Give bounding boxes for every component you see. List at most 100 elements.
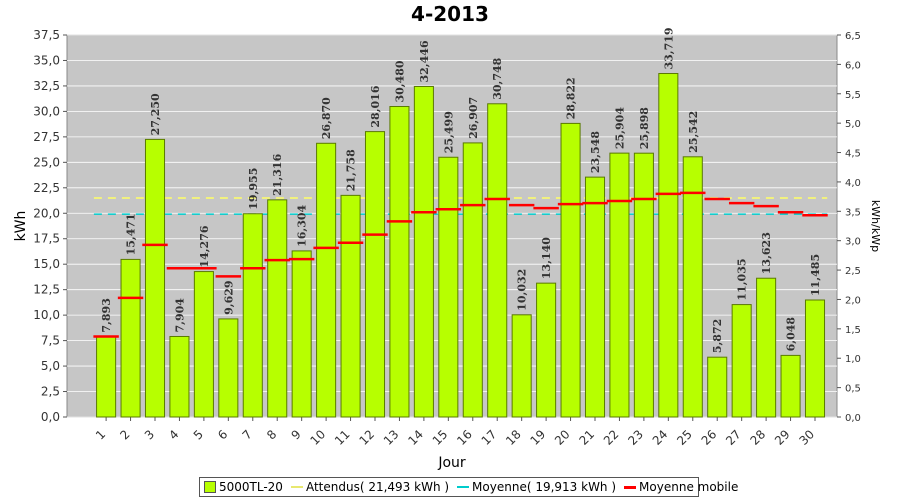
data-label: 23,548 bbox=[589, 131, 602, 173]
x-tick-label: 12 bbox=[356, 427, 377, 448]
x-tick-label: 2 bbox=[117, 427, 132, 442]
x-tick-label: 11 bbox=[332, 427, 353, 448]
y-tick-label: 5,0 bbox=[41, 359, 60, 373]
y2-tick-label: 4,0 bbox=[845, 178, 861, 189]
x-tick-label: 7 bbox=[240, 427, 255, 442]
x-tick-label: 14 bbox=[405, 427, 426, 448]
data-label: 5,872 bbox=[711, 319, 724, 353]
x-tick-label: 28 bbox=[748, 427, 769, 448]
y2-tick-label: 6,5 bbox=[845, 31, 861, 42]
bar bbox=[609, 152, 630, 418]
y-tick-label: 35,0 bbox=[33, 53, 60, 67]
bar bbox=[389, 106, 410, 418]
legend-item-average: Moyenne( 19,913 kWh ) bbox=[457, 480, 616, 494]
bar bbox=[242, 213, 263, 418]
data-label: 28,822 bbox=[565, 77, 578, 119]
bar bbox=[658, 73, 679, 418]
data-label: 16,304 bbox=[296, 204, 309, 246]
y-tick-label: 25,0 bbox=[33, 155, 60, 169]
x-tick-label: 5 bbox=[191, 427, 206, 442]
data-label: 21,758 bbox=[345, 149, 358, 191]
legend-label-average: Moyenne( 19,913 kWh ) bbox=[472, 480, 617, 494]
y2-tick-label: 0,0 bbox=[845, 413, 861, 424]
bar bbox=[487, 103, 508, 418]
x-tick-label: 24 bbox=[650, 427, 671, 448]
bar bbox=[291, 250, 312, 418]
bar bbox=[731, 304, 752, 418]
bar bbox=[536, 282, 557, 418]
bar bbox=[756, 277, 777, 418]
y-tick-label: 37,5 bbox=[33, 28, 60, 42]
data-label: 30,748 bbox=[491, 57, 504, 99]
y2-tick-label: 2,5 bbox=[845, 266, 861, 277]
data-label: 27,250 bbox=[149, 93, 162, 135]
x-tick-label: 25 bbox=[674, 427, 695, 448]
bar bbox=[682, 156, 703, 418]
x-tick-label: 19 bbox=[528, 427, 549, 448]
data-label: 19,955 bbox=[247, 168, 260, 210]
bar bbox=[96, 336, 117, 418]
legend-label-production: 5000TL-20 bbox=[219, 480, 283, 494]
y2-axis-title: kWh/kWp bbox=[869, 200, 882, 252]
legend: 5000TL-20 Attendus( 21,493 kWh ) Moyenne… bbox=[199, 477, 738, 497]
x-axis-title: Jour bbox=[437, 455, 466, 471]
y-axis-title: kWh bbox=[13, 211, 29, 242]
x-tick-label: 13 bbox=[381, 427, 402, 448]
data-label: 32,446 bbox=[418, 40, 431, 82]
y2-tick-label: 4,5 bbox=[845, 149, 861, 160]
data-label: 7,904 bbox=[173, 298, 186, 333]
data-label: 13,623 bbox=[760, 232, 773, 274]
bar bbox=[462, 142, 483, 418]
legend-swatch-average bbox=[457, 486, 470, 488]
y2-tick-label: 1,0 bbox=[845, 354, 861, 365]
bar bbox=[438, 156, 459, 418]
data-label: 28,016 bbox=[369, 85, 382, 127]
x-tick-label: 6 bbox=[215, 427, 230, 442]
y2-tick-label: 5,5 bbox=[845, 90, 861, 101]
y2-tick-label: 5,0 bbox=[845, 119, 861, 130]
y-tick-label: 22,5 bbox=[33, 181, 60, 195]
y-tick-label: 20,0 bbox=[33, 206, 60, 220]
x-tick-label: 3 bbox=[142, 427, 157, 442]
data-label: 9,629 bbox=[222, 280, 235, 314]
bar bbox=[193, 271, 214, 418]
y2-tick-label: 1,5 bbox=[845, 325, 861, 336]
bar bbox=[340, 194, 361, 418]
bar bbox=[267, 199, 288, 418]
y-tick-label: 0,0 bbox=[41, 410, 60, 424]
y-tick-label: 17,5 bbox=[33, 232, 60, 246]
y2-tick-label: 6,0 bbox=[845, 60, 861, 71]
data-label: 26,870 bbox=[320, 97, 333, 139]
bar bbox=[560, 122, 581, 418]
y-tick-label: 2,5 bbox=[41, 385, 60, 399]
data-label: 14,276 bbox=[198, 225, 211, 267]
y2-tick-label: 0,5 bbox=[845, 384, 861, 395]
data-label: 11,035 bbox=[736, 258, 749, 300]
x-tick-label: 4 bbox=[166, 427, 181, 442]
bar bbox=[633, 152, 654, 418]
data-label: 25,499 bbox=[442, 111, 455, 153]
data-label: 7,893 bbox=[100, 298, 113, 332]
bar bbox=[316, 142, 337, 418]
data-label: 25,904 bbox=[613, 107, 626, 149]
bar bbox=[169, 335, 190, 418]
x-tick-label: 26 bbox=[699, 427, 720, 448]
x-tick-label: 20 bbox=[552, 427, 573, 448]
legend-label-moving-average: Moyenne mobile bbox=[639, 480, 739, 494]
bar bbox=[780, 354, 801, 418]
bar bbox=[144, 138, 166, 418]
x-tick-label: 10 bbox=[308, 427, 329, 448]
bar bbox=[413, 85, 434, 418]
bar bbox=[120, 258, 141, 418]
x-tick-label: 27 bbox=[723, 427, 744, 448]
x-tick-label: 17 bbox=[479, 427, 500, 448]
chart-title: 4-2013 bbox=[411, 2, 489, 26]
x-tick-label: 16 bbox=[454, 427, 475, 448]
legend-swatch-production bbox=[204, 481, 216, 493]
legend-swatch-moving-average bbox=[624, 485, 637, 489]
data-label: 13,140 bbox=[540, 237, 553, 279]
x-tick-label: 18 bbox=[503, 427, 524, 448]
y2-tick-label: 3,5 bbox=[845, 207, 861, 218]
bar bbox=[707, 356, 728, 418]
y2-tick-label: 2,0 bbox=[845, 295, 861, 306]
